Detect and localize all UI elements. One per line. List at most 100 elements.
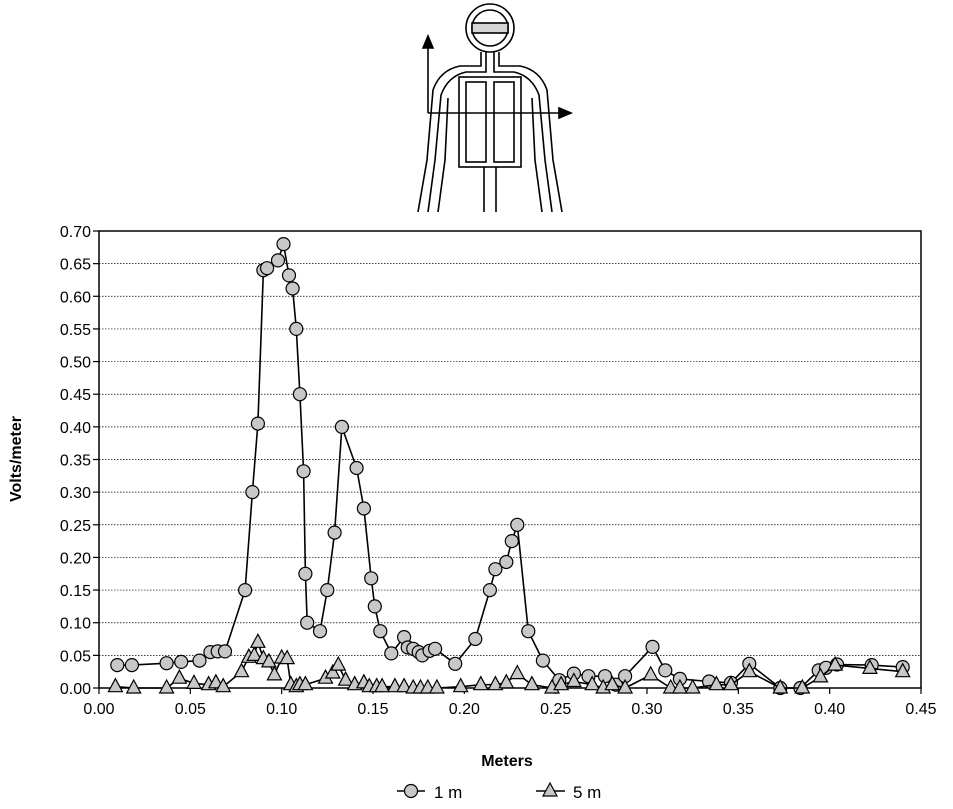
y-tick-label: 0.20 bbox=[60, 550, 91, 567]
data-point-circle bbox=[276, 237, 291, 252]
y-tick-label: 0.70 bbox=[60, 224, 91, 241]
data-point-triangle bbox=[523, 675, 540, 691]
legend: 1 m 5 m bbox=[397, 781, 601, 802]
data-point-circle bbox=[296, 464, 311, 479]
legend-marker-triangle bbox=[541, 781, 559, 797]
data-point-circle bbox=[384, 646, 399, 661]
data-point-triangle bbox=[249, 633, 266, 648]
y-tick-label: 0.00 bbox=[60, 681, 91, 698]
x-tick-label: 0.20 bbox=[449, 701, 480, 718]
series-1m bbox=[110, 237, 910, 696]
data-point-circle bbox=[245, 485, 260, 500]
data-point-triangle bbox=[374, 677, 391, 693]
legend-item-5m: 5 m bbox=[536, 781, 601, 802]
y-axis-title: Volts/meter bbox=[8, 416, 25, 502]
data-point-triangle bbox=[565, 672, 582, 688]
data-point-circle bbox=[300, 615, 315, 630]
data-point-triangle bbox=[794, 678, 811, 694]
data-point-circle bbox=[334, 419, 349, 434]
data-point-triangle bbox=[772, 678, 789, 694]
data-point-circle bbox=[110, 657, 125, 673]
series bbox=[107, 237, 911, 696]
data-point-circle bbox=[488, 562, 503, 577]
data-point-circle bbox=[250, 416, 265, 431]
data-point-triangle bbox=[894, 662, 911, 678]
data-point-triangle bbox=[708, 675, 725, 691]
x-tick-label: 0.15 bbox=[357, 701, 388, 718]
data-point-triangle bbox=[158, 678, 175, 694]
data-point-circle bbox=[448, 656, 463, 671]
y-tick-label: 0.60 bbox=[60, 289, 91, 306]
y-tick-label: 0.35 bbox=[60, 453, 91, 470]
data-point-triangle bbox=[428, 678, 445, 694]
data-point-triangle bbox=[185, 674, 203, 690]
data-point-circle bbox=[292, 387, 307, 402]
data-point-circle bbox=[504, 533, 519, 549]
legend-label-5m: 5 m bbox=[573, 783, 601, 802]
data-point-triangle bbox=[324, 663, 341, 679]
data-point-triangle bbox=[452, 677, 469, 693]
x-tick-label: 0.30 bbox=[631, 701, 662, 718]
data-point-triangle bbox=[617, 678, 634, 694]
data-point-triangle bbox=[171, 668, 188, 684]
orientation-axes bbox=[421, 33, 574, 120]
data-point-circle bbox=[327, 525, 342, 540]
data-point-circle bbox=[192, 653, 207, 668]
data-point-triangle bbox=[487, 675, 504, 691]
data-point-triangle bbox=[827, 655, 844, 671]
data-point-circle bbox=[217, 644, 233, 659]
y-tick-label: 0.30 bbox=[60, 485, 91, 502]
data-point-triangle bbox=[509, 664, 526, 680]
y-tick-label: 0.50 bbox=[60, 355, 91, 372]
data-point-triangle bbox=[671, 678, 688, 694]
data-point-circle bbox=[535, 653, 551, 668]
data-point-circle bbox=[349, 460, 364, 476]
data-point-circle bbox=[312, 624, 328, 639]
data-point-triangle bbox=[107, 677, 124, 693]
data-point-triangle bbox=[684, 678, 701, 694]
x-axis-title: Meters bbox=[481, 753, 533, 770]
data-point-circle bbox=[428, 641, 443, 656]
data-point-circle bbox=[238, 582, 253, 598]
data-point-triangle bbox=[584, 675, 601, 691]
data-point-triangle bbox=[741, 662, 758, 678]
data-point-circle bbox=[499, 554, 514, 570]
data-point-circle bbox=[159, 656, 174, 671]
data-point-triangle bbox=[498, 673, 515, 689]
data-point-circle bbox=[367, 599, 382, 614]
legend-item-1m: 1 m bbox=[397, 783, 462, 802]
data-point-triangle bbox=[642, 665, 659, 681]
legend-label-1m: 1 m bbox=[434, 783, 462, 802]
data-point-triangle bbox=[279, 649, 296, 665]
data-point-triangle bbox=[233, 662, 250, 678]
y-tick-label: 0.40 bbox=[60, 420, 91, 437]
data-point-triangle bbox=[330, 655, 347, 671]
data-point-triangle bbox=[396, 677, 413, 693]
gridlines bbox=[99, 263, 921, 656]
data-point-circle bbox=[364, 571, 379, 586]
data-point-circle bbox=[521, 624, 536, 639]
data-point-triangle bbox=[246, 646, 263, 662]
data-point-circle bbox=[658, 663, 673, 678]
x-tick-label: 0.00 bbox=[83, 701, 114, 718]
data-point-circle bbox=[645, 639, 660, 655]
data-point-triangle bbox=[553, 675, 570, 691]
body-diagram-illustration bbox=[417, 3, 574, 213]
data-point-circle bbox=[285, 281, 300, 296]
data-point-triangle bbox=[812, 667, 829, 683]
data-point-circle bbox=[260, 261, 275, 276]
y-tick-label: 0.15 bbox=[60, 583, 91, 600]
series-line bbox=[117, 243, 903, 689]
y-tick-label: 0.25 bbox=[60, 518, 91, 535]
data-point-circle bbox=[289, 321, 304, 336]
data-point-circle bbox=[320, 582, 335, 598]
legend-marker-circle bbox=[403, 783, 419, 799]
data-point-circle bbox=[356, 501, 371, 516]
data-point-circle bbox=[174, 654, 189, 670]
data-point-triangle bbox=[260, 652, 277, 668]
x-tick-label: 0.25 bbox=[540, 701, 571, 718]
data-point-circle bbox=[482, 582, 497, 598]
y-tick-label: 0.45 bbox=[60, 387, 91, 404]
y-tick-label: 0.65 bbox=[60, 257, 91, 274]
